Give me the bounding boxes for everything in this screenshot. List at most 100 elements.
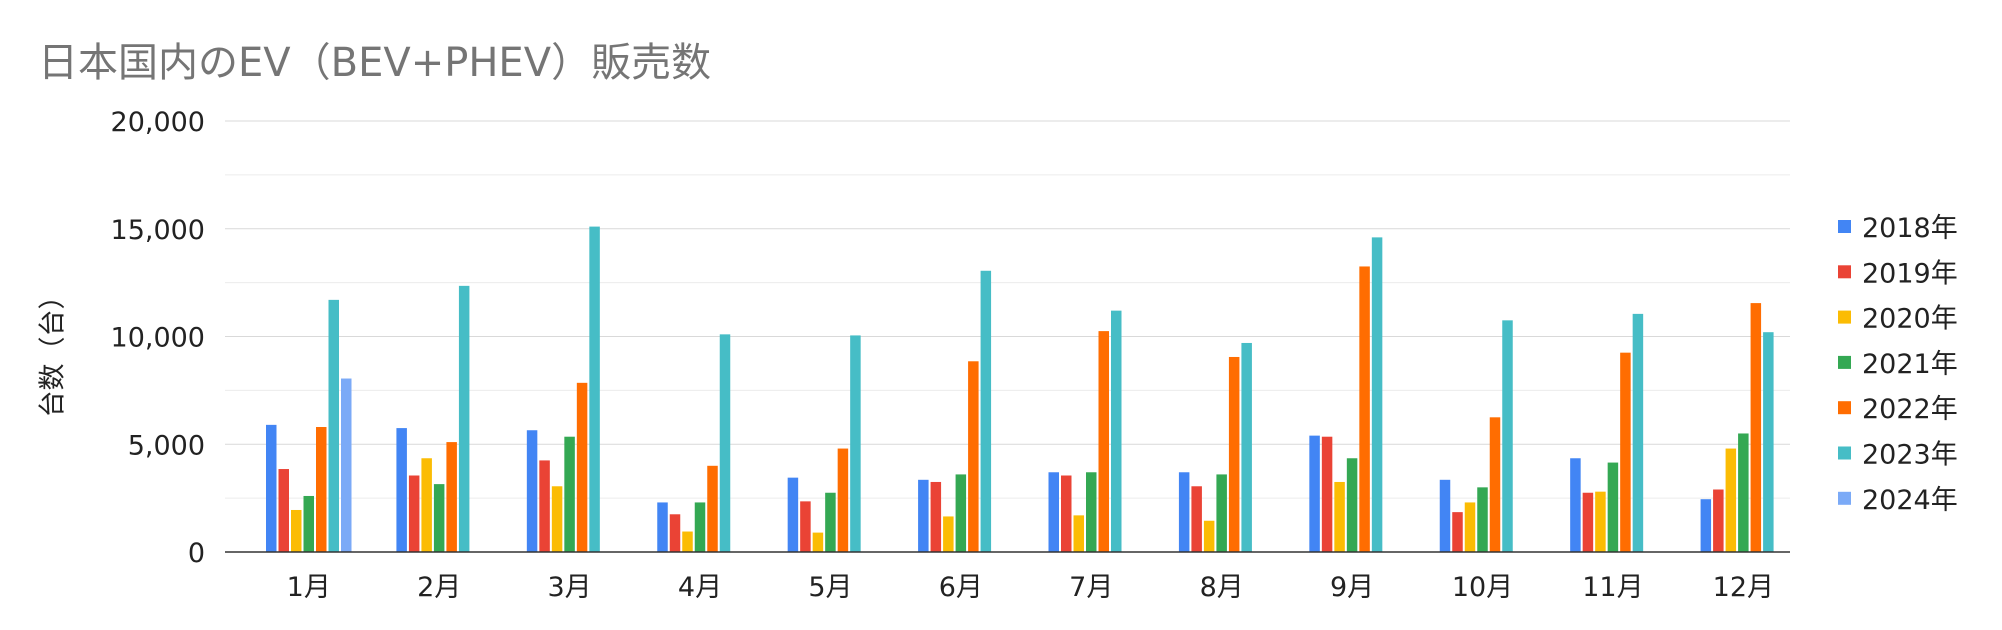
bar bbox=[396, 428, 407, 552]
gridlines bbox=[225, 120, 1790, 499]
bar bbox=[719, 334, 731, 552]
bar bbox=[1359, 266, 1370, 552]
bar bbox=[1725, 448, 1737, 552]
bar bbox=[328, 299, 339, 552]
bar bbox=[1464, 502, 1476, 552]
bar bbox=[787, 477, 799, 552]
bar bbox=[980, 270, 992, 552]
y-tick-label: 5,000 bbox=[128, 430, 205, 461]
bar bbox=[918, 479, 929, 552]
bar bbox=[1452, 512, 1463, 552]
bar bbox=[458, 285, 470, 552]
bar bbox=[694, 502, 706, 552]
bar bbox=[1371, 237, 1383, 552]
legend-label: 2024年 bbox=[1862, 485, 1958, 516]
bar bbox=[266, 424, 277, 552]
bar bbox=[669, 514, 681, 552]
bar bbox=[1632, 313, 1644, 552]
bar bbox=[1086, 472, 1097, 552]
x-tick-label: 11月 bbox=[1582, 572, 1643, 603]
bar bbox=[1048, 472, 1059, 552]
bar bbox=[1191, 486, 1202, 552]
bar bbox=[1570, 458, 1581, 552]
bar bbox=[421, 458, 432, 552]
bar bbox=[1073, 515, 1084, 552]
bar bbox=[1439, 479, 1451, 552]
bar bbox=[1321, 436, 1333, 552]
bar bbox=[1178, 472, 1190, 552]
bar bbox=[291, 509, 302, 552]
bar bbox=[1309, 435, 1320, 552]
bar bbox=[433, 484, 445, 552]
x-tick-label: 9月 bbox=[1330, 572, 1374, 603]
x-tick-label: 1月 bbox=[287, 572, 331, 603]
bar bbox=[1620, 352, 1631, 552]
bar bbox=[707, 465, 718, 552]
bar bbox=[408, 475, 420, 552]
bar bbox=[1061, 475, 1072, 552]
legend-label: 2023年 bbox=[1862, 440, 1958, 471]
bar bbox=[1241, 342, 1252, 552]
bar bbox=[1738, 433, 1749, 552]
bar bbox=[539, 460, 550, 552]
x-tick-label: 4月 bbox=[678, 572, 722, 603]
bar bbox=[1713, 489, 1724, 552]
bar bbox=[303, 495, 314, 552]
bar bbox=[526, 430, 538, 552]
x-tick-label: 10月 bbox=[1452, 572, 1513, 603]
bar bbox=[1346, 458, 1358, 552]
x-tick-label: 2月 bbox=[417, 572, 461, 603]
bar bbox=[825, 492, 836, 552]
bar bbox=[955, 474, 967, 552]
x-tick-label: 5月 bbox=[808, 572, 852, 603]
bar bbox=[682, 531, 693, 552]
legend-swatch bbox=[1838, 491, 1851, 505]
legend-swatch bbox=[1838, 220, 1851, 233]
bar bbox=[446, 442, 457, 552]
y-tick-label: 10,000 bbox=[111, 323, 205, 354]
bar bbox=[837, 448, 849, 552]
y-tick-label: 15,000 bbox=[111, 215, 205, 246]
bar bbox=[1607, 462, 1619, 552]
bar bbox=[341, 378, 352, 552]
bar bbox=[930, 481, 942, 552]
bar bbox=[1700, 499, 1712, 552]
legend-swatch bbox=[1838, 446, 1851, 460]
x-tick-label: 12月 bbox=[1713, 572, 1774, 603]
bar bbox=[657, 502, 668, 552]
chart-title: 日本国内のEV（BEV+PHEV）販売数 bbox=[38, 40, 712, 86]
bar bbox=[943, 516, 954, 552]
x-tick-label: 3月 bbox=[547, 572, 591, 603]
bar bbox=[1582, 492, 1594, 552]
legend-label: 2020年 bbox=[1862, 304, 1958, 335]
bar bbox=[850, 335, 861, 552]
x-tick-label: 8月 bbox=[1200, 572, 1244, 603]
legend-label: 2019年 bbox=[1862, 258, 1958, 289]
legend-label: 2021年 bbox=[1862, 349, 1958, 380]
bar bbox=[1216, 474, 1227, 552]
bar bbox=[278, 469, 289, 552]
y-tick-label: 0 bbox=[188, 538, 205, 569]
legend-label: 2022年 bbox=[1862, 394, 1958, 425]
bar bbox=[551, 486, 563, 552]
x-tick-label: 6月 bbox=[939, 572, 983, 603]
bar bbox=[1334, 481, 1345, 552]
bar bbox=[1228, 356, 1240, 552]
x-axis-ticks: 1月 2月 3月 4月 5月 6月 7月 8月 9月 10月 11月 12月 bbox=[287, 572, 1774, 603]
bar bbox=[1595, 491, 1606, 552]
legend-swatch bbox=[1838, 265, 1851, 279]
bar bbox=[576, 382, 588, 552]
bar bbox=[812, 532, 824, 552]
bar bbox=[1098, 331, 1109, 552]
bar bbox=[1763, 332, 1774, 552]
x-tick-label: 7月 bbox=[1069, 572, 1113, 603]
legend: 2018年 2019年 2020年 2021年 2022年 2023年 2024年 bbox=[1838, 213, 1958, 516]
y-tick-label: 20,000 bbox=[111, 107, 205, 138]
legend-swatch bbox=[1838, 310, 1851, 324]
bar bbox=[968, 361, 979, 552]
legend-swatch bbox=[1838, 355, 1851, 369]
legend-swatch bbox=[1838, 401, 1851, 415]
bar bbox=[1750, 303, 1762, 552]
